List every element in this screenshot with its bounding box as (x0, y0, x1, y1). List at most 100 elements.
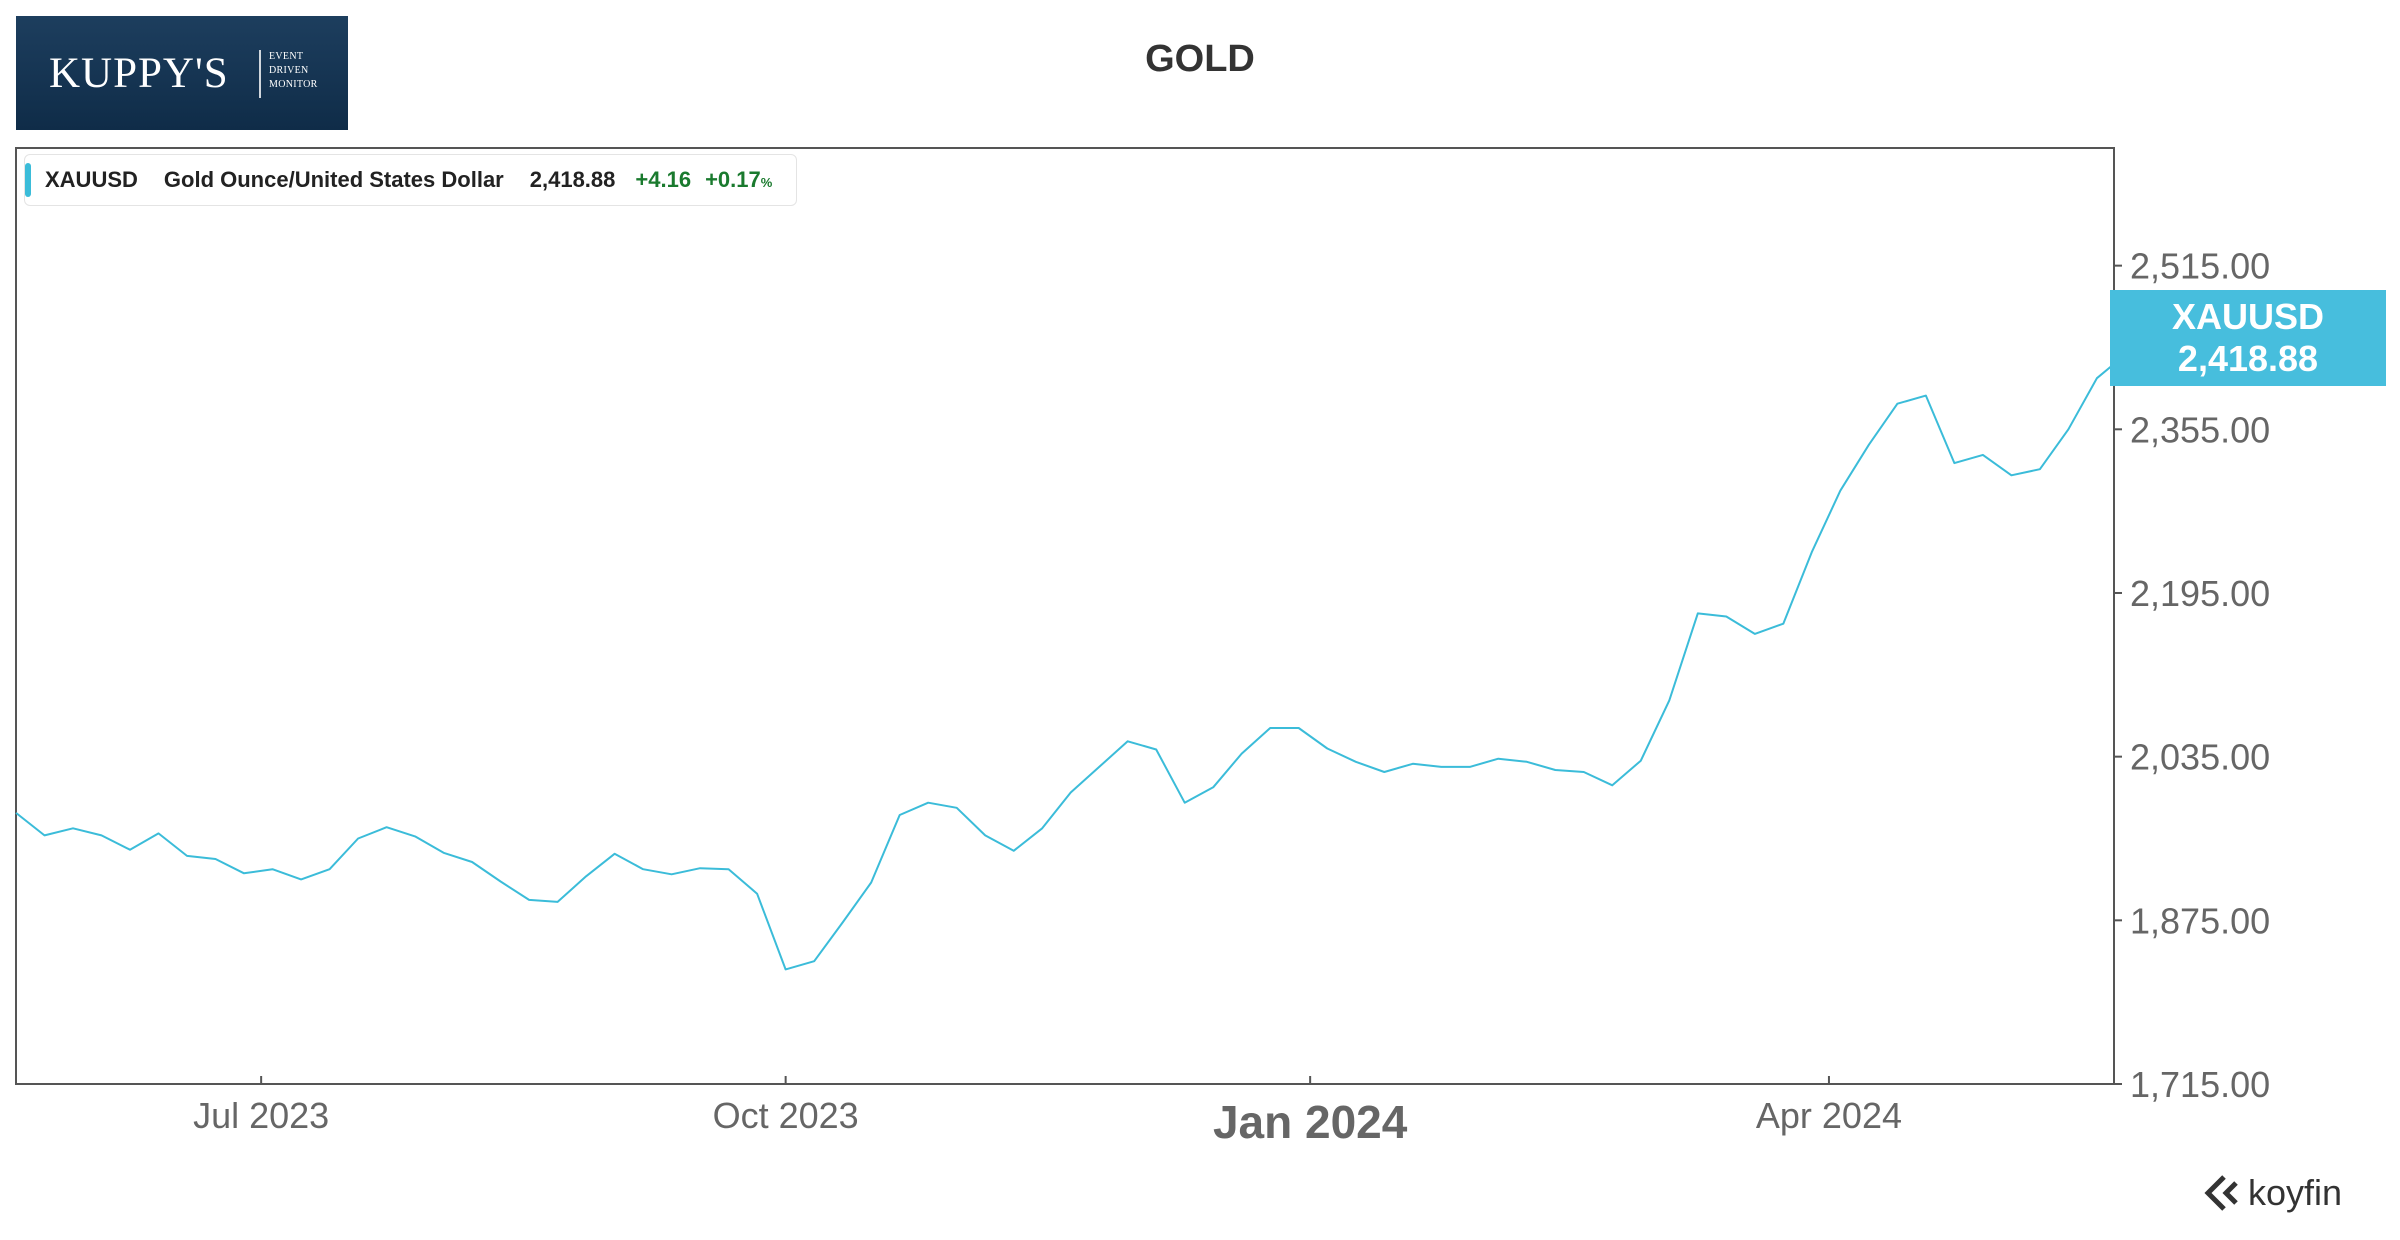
data-point (898, 814, 900, 816)
data-point (670, 873, 672, 875)
data-point (1127, 740, 1129, 742)
data-point (1098, 766, 1100, 768)
data-point (1070, 791, 1072, 793)
data-point (243, 872, 245, 874)
data-point (1953, 462, 1955, 464)
logo-subtitle: EVENT DRIVEN MONITOR (269, 50, 318, 92)
y-tick-label: 1,715.00 (2130, 1064, 2270, 1105)
data-point (984, 834, 986, 836)
legend-change-percent-value: +0.17 (705, 167, 761, 192)
data-point (2039, 468, 2041, 470)
data-point (1640, 760, 1642, 762)
x-tick-label: Jan 2024 (1213, 1096, 1408, 1148)
data-point (756, 893, 758, 895)
koyfin-wordmark: koyfin (2248, 1172, 2343, 1213)
data-point (1041, 827, 1043, 829)
data-point (1925, 394, 1927, 396)
badge-ticker: XAUUSD (2171, 296, 2324, 337)
data-point (1725, 615, 1727, 617)
data-point (72, 827, 74, 829)
chart-legend[interactable]: XAUUSD Gold Ounce/United States Dollar 2… (24, 154, 798, 206)
series-line-xauusd[interactable] (15, 363, 2115, 971)
data-point (1697, 612, 1699, 614)
legend-ticker: XAUUSD (45, 167, 138, 192)
data-point (1754, 633, 1756, 635)
data-point (528, 899, 530, 901)
data-point (1155, 748, 1157, 750)
data-point (699, 867, 701, 869)
logo-subtitle-line: MONITOR (269, 79, 318, 90)
data-point (499, 880, 501, 882)
last-price-badge: XAUUSD 2,418.88 (2110, 290, 2386, 386)
data-point (1526, 761, 1528, 763)
data-point (1440, 766, 1442, 768)
legend-change-percent: +0.17% (705, 167, 772, 193)
data-point (357, 837, 359, 839)
data-point (585, 875, 587, 877)
data-point (642, 868, 644, 870)
data-point (186, 855, 188, 857)
y-tick-label: 2,035.00 (2130, 737, 2270, 778)
data-point (1811, 551, 1813, 553)
chart-title: GOLD (1145, 38, 1255, 80)
data-point (870, 881, 872, 883)
data-point (1469, 766, 1471, 768)
data-point (1212, 786, 1214, 788)
data-point (784, 968, 786, 970)
legend-price: 2,418.88 (529, 167, 616, 192)
data-point (1184, 801, 1186, 803)
data-point (1782, 622, 1784, 624)
data-point (1611, 784, 1613, 786)
logo-wordmark: KUPPY'S (49, 50, 229, 97)
data-point (556, 901, 558, 903)
data-point (1839, 489, 1841, 491)
data-point (1412, 763, 1414, 765)
legend-color-swatch (25, 163, 31, 197)
y-tick-label: 2,195.00 (2130, 573, 2270, 614)
legend-percent-symbol: % (760, 175, 773, 190)
data-point (214, 858, 216, 860)
data-point (442, 852, 444, 854)
data-point (2067, 428, 2069, 430)
data-point (100, 834, 102, 836)
data-point (2010, 474, 2012, 476)
data-point (414, 835, 416, 837)
data-point (1298, 727, 1300, 729)
data-point (841, 921, 843, 923)
y-tick-label: 2,355.00 (2130, 409, 2270, 450)
data-point (1554, 769, 1556, 771)
data-point (927, 801, 929, 803)
plot-frame (15, 147, 2115, 1085)
data-point (43, 834, 45, 836)
data-point (328, 868, 330, 870)
data-point (1583, 771, 1585, 773)
data-point (1326, 747, 1328, 749)
legend-change: +4.16 (635, 167, 692, 192)
legend-security-name: Gold Ounce/United States Dollar (163, 167, 504, 192)
y-tick-label: 1,875.00 (2130, 900, 2270, 941)
data-point (2096, 377, 2098, 379)
data-point (955, 807, 957, 809)
logo-divider (259, 50, 261, 98)
y-tick-label: 2,515.00 (2130, 246, 2270, 287)
data-point (1497, 758, 1499, 760)
x-tick-label: Jul 2023 (193, 1095, 329, 1136)
data-point (1269, 727, 1271, 729)
data-point (385, 826, 387, 828)
kuppys-logo: KUPPY'S EVENT DRIVEN MONITOR (16, 16, 348, 130)
data-point (1012, 850, 1014, 852)
data-point (129, 849, 131, 851)
data-point (1355, 761, 1357, 763)
data-point (613, 853, 615, 855)
data-point (1668, 699, 1670, 701)
data-point (300, 878, 302, 880)
data-point (727, 868, 729, 870)
data-point (1383, 771, 1385, 773)
series-points (15, 363, 2115, 971)
koyfin-logo-icon (2204, 1175, 2238, 1211)
data-point (1241, 752, 1243, 754)
data-point (1868, 443, 1870, 445)
data-point (813, 960, 815, 962)
koyfin-brand[interactable]: koyfin (2202, 1172, 2342, 1214)
